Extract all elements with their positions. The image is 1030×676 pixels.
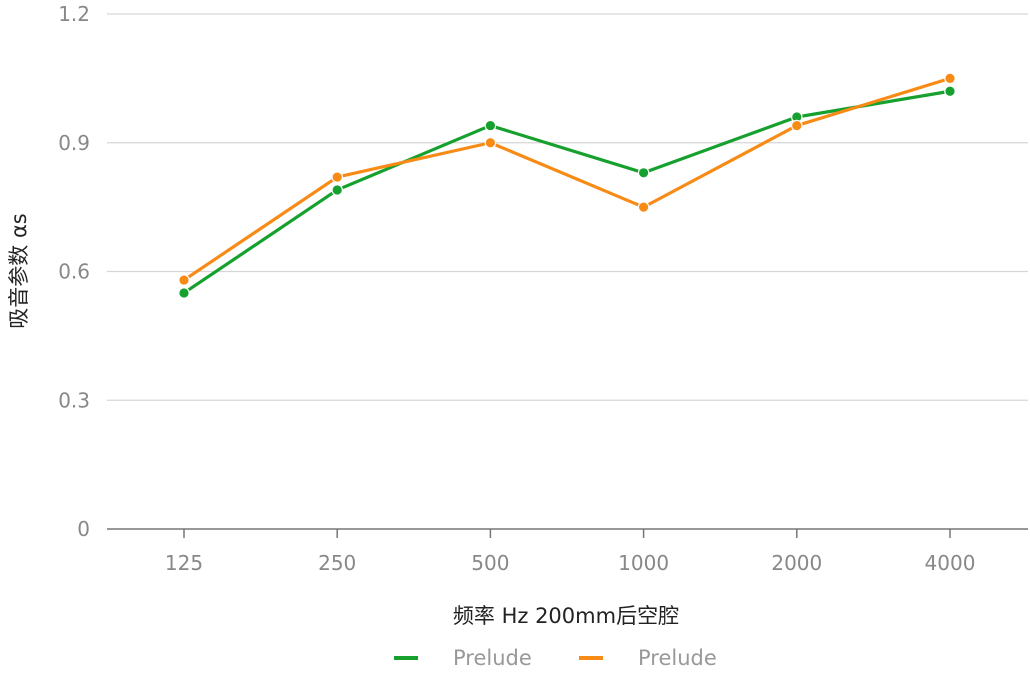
legend-label-0: Prelude xyxy=(453,646,532,670)
legend-label-1: Prelude xyxy=(638,646,717,670)
data-point-1-5[interactable] xyxy=(944,72,956,85)
legend-item-0[interactable]: Prelude xyxy=(394,646,532,670)
legend: Prelude Prelude xyxy=(394,646,717,670)
data-point-0-5[interactable] xyxy=(944,85,956,98)
y-axis-title: 吸音参数 αs xyxy=(7,213,31,328)
series-line-1 xyxy=(182,76,952,282)
series-points xyxy=(178,72,956,299)
y-tick-labels: 0 0.3 0.6 0.9 1.2 xyxy=(58,2,90,541)
series-lines xyxy=(182,76,952,295)
data-point-1-0[interactable] xyxy=(178,274,190,286)
gridlines xyxy=(107,13,1028,538)
x-tick-labels: 125 250 500 1000 2000 4000 xyxy=(165,551,976,575)
data-point-1-1[interactable] xyxy=(331,171,343,183)
x-tick-label: 1000 xyxy=(618,551,669,575)
legend-item-1[interactable]: Prelude xyxy=(579,646,717,670)
y-tick-label: 0.6 xyxy=(58,260,90,284)
data-point-0-2[interactable] xyxy=(484,119,497,132)
y-tick-label: 0.9 xyxy=(58,131,90,155)
data-point-1-4[interactable] xyxy=(790,119,803,132)
data-point-0-3[interactable] xyxy=(637,166,650,179)
data-point-1-2[interactable] xyxy=(484,136,497,149)
y-tick-label: 1.2 xyxy=(58,2,90,26)
y-tick-label: 0 xyxy=(77,517,90,541)
x-tick-label: 125 xyxy=(165,551,203,575)
x-tick-label: 500 xyxy=(471,551,509,575)
x-axis-title: 频率 Hz 200mm后空腔 xyxy=(453,604,679,628)
y-tick-label: 0.3 xyxy=(58,388,90,412)
data-point-0-1[interactable] xyxy=(331,184,343,196)
x-tick-label: 4000 xyxy=(925,551,976,575)
x-tick-label: 2000 xyxy=(771,551,822,575)
x-tick-label: 250 xyxy=(318,551,356,575)
data-point-1-3[interactable] xyxy=(637,201,650,213)
series-line-0 xyxy=(182,89,952,295)
data-point-0-0[interactable] xyxy=(178,287,190,299)
